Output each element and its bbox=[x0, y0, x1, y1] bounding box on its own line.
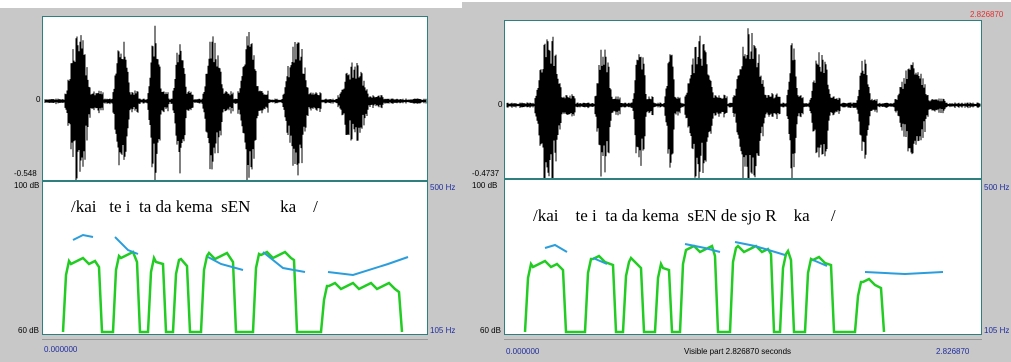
right-waveform bbox=[506, 28, 981, 178]
left-wave-min-label: -0.548 bbox=[14, 169, 37, 178]
pitch-curve bbox=[207, 256, 244, 271]
right-time-start: 0.000000 bbox=[506, 347, 540, 356]
right-time-bar[interactable]: 0.000000 Visible part 2.826870 seconds 2… bbox=[504, 339, 982, 362]
left-hz-bottom-label: 105 Hz bbox=[430, 326, 456, 335]
left-time-start: 0.000000 bbox=[44, 345, 78, 354]
intensity-curve bbox=[523, 244, 886, 334]
left-time-bar[interactable]: 0.000000 bbox=[42, 339, 428, 362]
left-hz-top-label: 500 Hz bbox=[430, 183, 456, 192]
left-curves bbox=[61, 233, 409, 334]
left-db-top-label: 100 dB bbox=[14, 181, 40, 190]
right-sound-panel: 2.826870 0 -0.4737 /kai te i ta da kema … bbox=[462, 0, 1011, 362]
right-db-bottom-label: 60 dB bbox=[480, 326, 501, 335]
waveform-path bbox=[506, 28, 981, 178]
right-waveform-area[interactable] bbox=[504, 20, 982, 179]
pitch-curve bbox=[812, 259, 828, 267]
pitch-curve bbox=[684, 243, 721, 253]
left-transcription: /kai te i ta da kema sEN ka / bbox=[71, 197, 318, 216]
pitch-curve bbox=[592, 257, 608, 265]
intensity-curve bbox=[61, 250, 404, 334]
left-waveform bbox=[44, 25, 427, 180]
pitch-curve bbox=[114, 236, 139, 255]
right-hz-bottom-label: 105 Hz bbox=[984, 326, 1010, 335]
right-time-end: 2.826870 bbox=[936, 347, 970, 356]
left-wave-zero-label: 0 bbox=[36, 95, 41, 104]
right-wave-top-label: 2.826870 bbox=[970, 10, 1004, 19]
pitch-curve bbox=[327, 256, 409, 277]
right-visible-part: Visible part 2.826870 seconds bbox=[684, 347, 792, 356]
pitch-curve bbox=[544, 243, 568, 253]
right-wave-min-label: -0.4737 bbox=[472, 169, 500, 178]
left-db-bottom-label: 60 dB bbox=[18, 326, 39, 335]
pitch-curve bbox=[734, 241, 786, 256]
right-pitch-intensity-area[interactable]: /kai te i ta da kema sEN de sjo R ka / bbox=[504, 179, 982, 335]
left-pitch-intensity-area[interactable]: /kai te i ta da kema sEN ka / bbox=[42, 181, 428, 335]
left-waveform-area[interactable] bbox=[42, 16, 428, 181]
pitch-curve bbox=[72, 233, 94, 241]
right-hz-top-label: 500 Hz bbox=[984, 183, 1010, 192]
left-sound-panel: 0 -0.548 /kai te i ta da kema sEN ka / 1… bbox=[0, 0, 472, 362]
pitch-curve bbox=[864, 271, 944, 276]
right-db-top-label: 100 dB bbox=[472, 181, 498, 190]
right-transcription: /kai te i ta da kema sEN de sjo R ka / bbox=[533, 206, 836, 225]
right-wave-zero-label: 0 bbox=[498, 100, 503, 109]
waveform-path bbox=[44, 25, 427, 180]
right-curves bbox=[523, 241, 944, 334]
pitch-curve bbox=[262, 251, 306, 273]
